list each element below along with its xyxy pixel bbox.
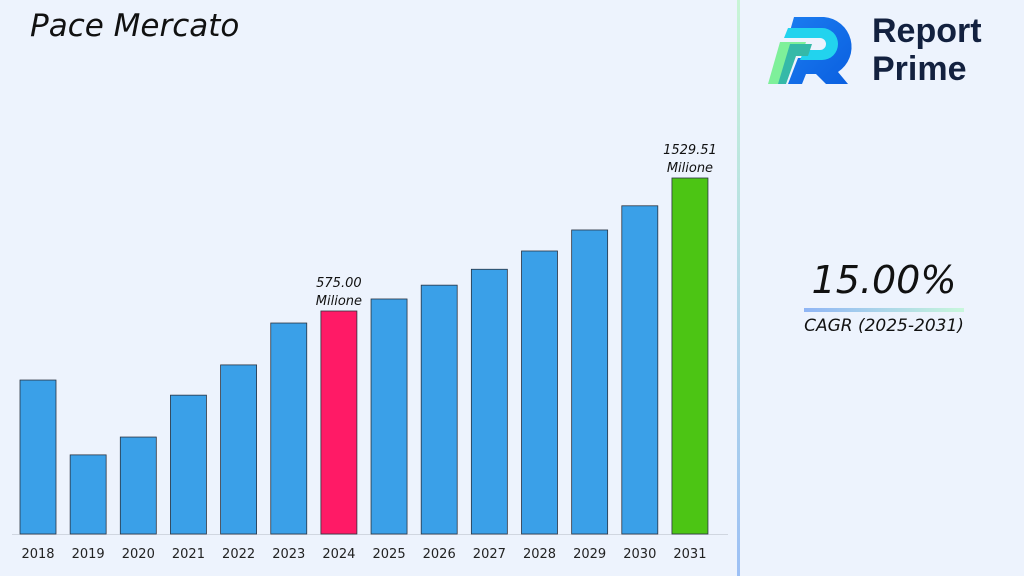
bar-2018 xyxy=(19,379,57,535)
x-tick-label: 2031 xyxy=(673,547,706,562)
bar-2019 xyxy=(69,454,107,535)
bar-2029 xyxy=(571,229,609,535)
bar-2024 xyxy=(320,310,358,535)
bar-2025 xyxy=(370,298,408,535)
cagr-underline xyxy=(804,308,964,312)
x-tick-label: 2018 xyxy=(21,547,54,562)
bar-2026 xyxy=(420,284,458,535)
x-tick-label: 2019 xyxy=(72,547,105,562)
brand-name: Report Prime xyxy=(872,12,982,88)
bar-2022 xyxy=(220,364,258,535)
x-tick-label: 2023 xyxy=(272,547,305,562)
brand-line2: Prime xyxy=(872,50,967,88)
bar-2028 xyxy=(521,250,558,535)
bar-2021 xyxy=(170,394,207,535)
cagr-value: 15.00% xyxy=(811,258,957,302)
bar-2031 xyxy=(671,177,709,535)
x-tick-label: 2020 xyxy=(122,547,155,562)
data-label-value: 575.00 xyxy=(316,276,362,291)
chart-title: Pace Mercato xyxy=(30,8,240,44)
x-tick-label: 2026 xyxy=(423,547,456,562)
bar-2030 xyxy=(621,205,659,535)
data-label-unit: Milione xyxy=(316,294,362,309)
data-label-unit: Milione xyxy=(667,161,713,176)
x-tick-label: 2025 xyxy=(373,547,406,562)
x-tick-label: 2030 xyxy=(623,547,656,562)
cagr-label: CAGR (2025-2031) xyxy=(804,316,964,336)
data-label-value: 1529.51 xyxy=(663,143,717,158)
x-tick-label: 2029 xyxy=(573,547,606,562)
x-tick-label: 2022 xyxy=(222,547,255,562)
brand-line1: Report xyxy=(872,12,982,50)
bar-chart: 2018 2019 2020 2021 2022 2023 2024 575.00 Milion… xyxy=(12,143,728,562)
divider xyxy=(737,0,740,576)
x-tick-label: 2021 xyxy=(172,547,205,562)
x-tick-label: 2027 xyxy=(473,547,506,562)
bar-2020 xyxy=(119,436,157,535)
x-tick-label: 2024 xyxy=(322,547,355,562)
report-prime-logo xyxy=(768,17,852,84)
x-tick-label: 2028 xyxy=(523,547,556,562)
bar-2023 xyxy=(270,322,308,535)
bar-2027 xyxy=(470,268,508,535)
